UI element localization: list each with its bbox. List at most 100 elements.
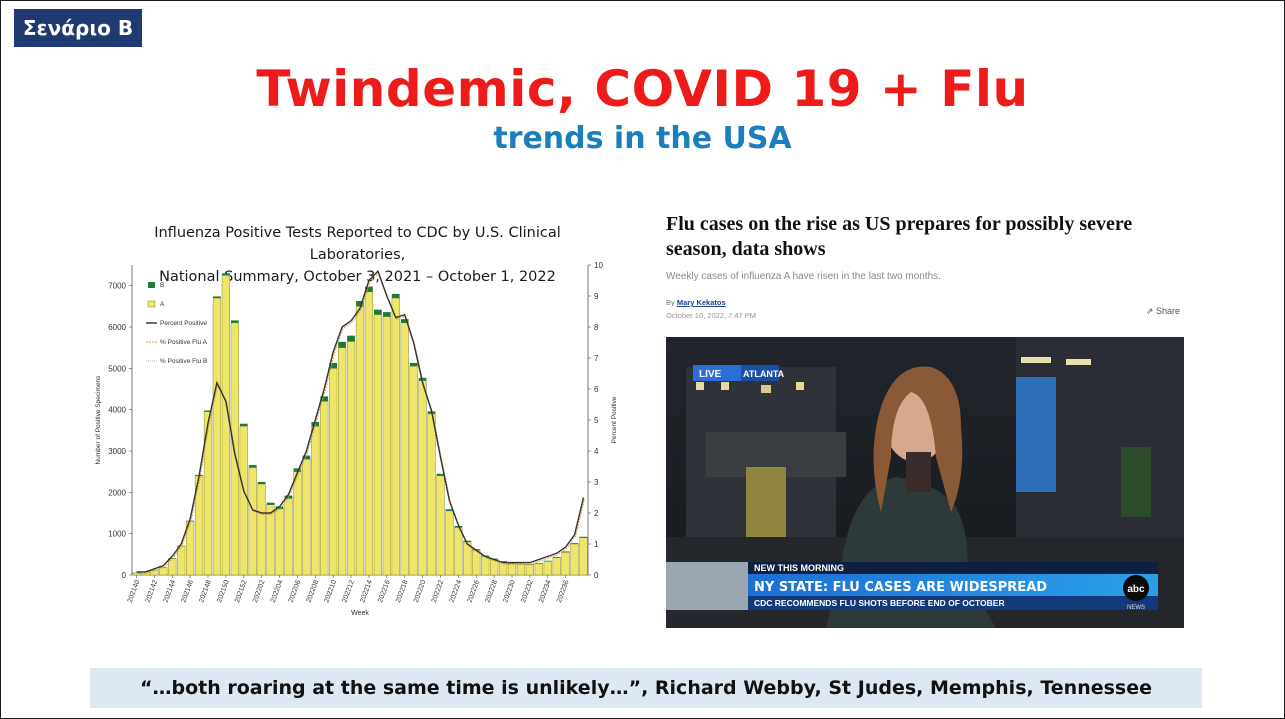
y-tick-label: 0 [122,571,127,580]
bar-flu-a [498,561,508,576]
bar-flu-a [355,306,365,576]
x-tick-label: 202202 [252,579,267,603]
bar-flu-b [463,540,472,542]
y-right-tick-label: 5 [594,416,599,425]
legend-label: % Positive Flu B [160,358,207,365]
lower-third-kicker: NEW THIS MORNING [754,563,844,573]
x-tick-label: 202140 [127,579,142,603]
bar-flu-a [373,314,383,576]
share-button[interactable]: ⇗ Share [1146,306,1180,317]
bar-flu-b [517,563,525,565]
y-right-tick-label: 9 [594,292,599,301]
bar-flu-a [346,341,356,576]
x-tick-label: 202212 [341,579,356,603]
bar-flu-a [570,543,579,576]
x-tick-label: 202142 [145,579,160,603]
bar-flu-a [150,569,159,576]
bar-flu-a [329,368,338,576]
lower-third-headline: NY STATE: FLU CASES ARE WIDESPREAD [754,580,1047,595]
y-right-tick-label: 10 [594,261,603,270]
share-label: Share [1155,306,1180,316]
bar-flu-a [427,413,436,576]
bar-flu-a [507,563,517,576]
bar-flu-a [239,425,248,576]
bar-flu-a [552,557,561,576]
lower-third-thumbnail [666,562,748,610]
bar-flu-a [364,291,374,576]
y-tick-label: 4000 [108,406,126,415]
bar-flu-a [248,467,257,576]
bar-flu-b [365,286,373,292]
legend-swatch-b [148,282,155,288]
bar-flu-b [409,362,418,367]
bar-flu-a [489,559,499,576]
live-label: LIVE [699,369,722,380]
bar-flu-a [159,567,168,576]
bar-flu-a [516,564,526,576]
x-tick-label: 202234 [538,579,553,603]
bar-flu-a [302,459,311,576]
x-tick-label: 202226 [467,579,482,603]
bar-flu-a [337,347,347,576]
bar-flu-b [230,320,239,323]
bar-flu-b [526,564,534,565]
y-right-tick-label: 8 [594,323,599,332]
chart-title: Influenza Positive Tests Reported to CDC… [110,222,605,288]
y-tick-label: 3000 [108,447,126,456]
bar-flu-a [579,537,588,576]
x-tick-label: 202218 [395,579,410,603]
bar-flu-b [347,335,355,342]
x-tick-label: 202216 [377,579,392,603]
x-tick-label: 202152 [234,579,249,603]
bar-flu-a [168,558,177,576]
y-right-tick-label: 6 [594,385,599,394]
line-percent-positive [136,269,585,573]
bar-flu-b [320,396,329,402]
x-tick-label: 202210 [323,579,338,603]
bar-flu-b [400,319,409,323]
bar-flu-b [302,455,311,460]
bar-flu-a [525,564,535,576]
bar-flu-b [338,341,346,348]
x-tick-label: 202146 [180,579,195,603]
location-label: ATLANTA [743,369,785,379]
legend-label: B [160,282,164,289]
bar-flu-a [185,521,195,576]
bar-flu-a [418,380,427,576]
slide-title: Twindemic, COVID 19 + Flu [256,60,1029,118]
y-axis-right-label: Percent Positive [611,396,618,443]
y-right-tick-label: 3 [594,478,599,487]
video-frame: LIVE ATLANTA NEW THIS MORNING NY STATE: … [666,337,1184,628]
bar-flu-b [543,560,552,562]
x-tick-label: 202230 [502,579,517,603]
byline-prefix: By [666,298,675,307]
scenario-badge: Σενάριο Β [14,9,142,47]
svg-text:abc: abc [1127,584,1145,595]
bar-flu-b [329,362,338,369]
slide-subtitle: trends in the USA [493,121,792,156]
y-right-tick-label: 1 [594,540,599,549]
y-right-tick-label: 4 [594,447,599,456]
bar-flu-b [222,273,230,276]
bar-flu-a [481,556,490,576]
y-right-tick-label: 0 [594,571,599,580]
author-link[interactable]: Mary Kekatos [676,298,726,307]
x-tick-label: 202228 [484,579,499,603]
x-tick-label: 202220 [413,579,428,603]
x-axis-label: Week [351,610,369,617]
y-right-tick-label: 2 [594,509,599,518]
x-tick-label: 202208 [306,579,321,603]
bar-flu-a [293,471,302,576]
bar-flu-b [374,309,382,315]
bar-flu-a [561,552,570,576]
bar-flu-b [356,300,364,307]
lower-third-subline: CDC RECOMMENDS FLU SHOTS BEFORE END OF O… [754,598,1005,608]
abc-news-logo [1123,575,1149,601]
y-tick-label: 1000 [108,530,126,539]
bar-flu-b [257,482,266,485]
news-video[interactable]: LIVE ATLANTA NEW THIS MORNING NY STATE: … [666,337,1184,628]
bar-flu-a [382,316,391,576]
x-tick-label: 202148 [198,579,213,603]
quote-bar: “…both roaring at the same time is unlik… [90,668,1202,708]
article-headline: Flu cases on the rise as US prepares for… [666,213,1133,260]
